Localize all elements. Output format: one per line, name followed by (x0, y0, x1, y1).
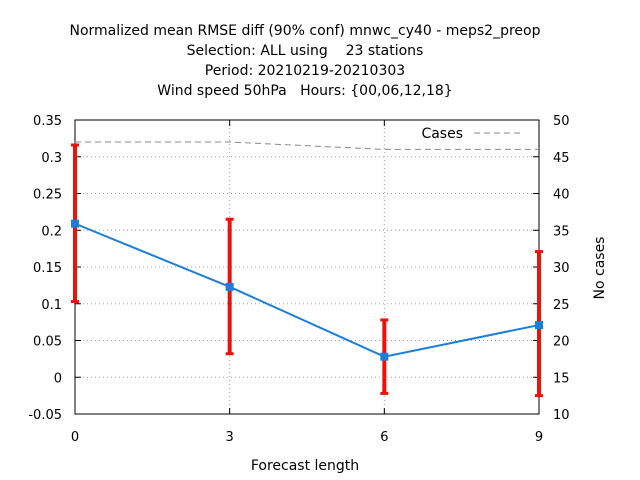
y-tick-label: 0.25 (33, 188, 62, 203)
y2-tick-label: 10 (553, 408, 570, 423)
y2-tick-label: 15 (553, 371, 570, 386)
y2-tick-label: 30 (553, 261, 570, 276)
error-bars (71, 143, 543, 398)
y-tick-labels: -0.05 0 0.05 0.1 0.15 0.2 0.25 0.3 0.35 (28, 114, 62, 423)
rmse-diff-line (74, 222, 540, 358)
y-tick-label: 0.35 (33, 114, 62, 129)
x-tick-labels: 0 3 6 9 (71, 430, 543, 445)
y-tick-label: 0.2 (41, 224, 62, 239)
data-point (380, 352, 389, 361)
cases-line (75, 141, 539, 150)
data-point (71, 219, 79, 228)
title-line-3: Period: 20210219-20210303 (205, 63, 405, 79)
y-tick-label: -0.05 (28, 408, 62, 423)
cases-series (75, 141, 539, 150)
x-tick-label: 6 (380, 430, 388, 445)
y-tick-label: 0.15 (33, 261, 62, 276)
y2-tick-label: 35 (553, 224, 570, 239)
y2-tick-labels: 10 15 20 25 30 35 40 45 50 (553, 114, 570, 423)
data-point (225, 282, 234, 291)
y2-tick-label: 20 (553, 335, 570, 350)
title-line-2: Selection: ALL using 23 stations (187, 43, 424, 59)
x-tick-label: 9 (535, 430, 543, 445)
title-line-4: Wind speed 50hPa Hours: {00,06,12,18} (157, 83, 452, 99)
y-tick-label: 0.1 (41, 298, 62, 313)
x-tick-label: 0 (71, 430, 79, 445)
y-tick-label: 0 (54, 371, 62, 386)
title-line-1: Normalized mean RMSE diff (90% conf) mnw… (69, 23, 540, 39)
x-axis-label: Forecast length (251, 458, 359, 474)
y2-tick-label: 40 (553, 188, 570, 203)
legend-cases-label: Cases (421, 126, 463, 142)
rmse-diff-series (71, 219, 543, 361)
chart-title: Normalized mean RMSE diff (90% conf) mnw… (69, 23, 540, 99)
y-tick-label: 0.05 (33, 335, 62, 350)
y2-tick-label: 25 (553, 298, 570, 313)
data-point (535, 321, 543, 330)
x-tick-label: 3 (226, 430, 234, 445)
y2-tick-label: 45 (553, 151, 570, 166)
grid (75, 120, 539, 414)
y2-tick-label: 50 (553, 114, 570, 129)
y-tick-label: 0.3 (41, 151, 62, 166)
legend: Cases (421, 126, 520, 142)
y2-axis-label: No cases (592, 237, 608, 300)
